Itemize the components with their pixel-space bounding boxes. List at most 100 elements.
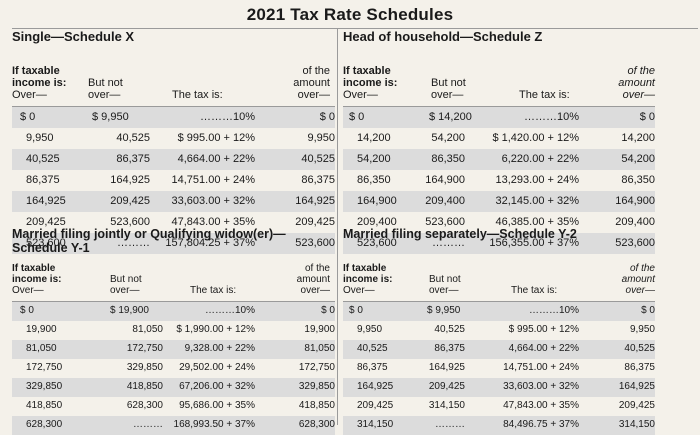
table-row: 164,925 209,425 33,603.00 + 32% 164,925 [12, 191, 335, 212]
table-cell: 329,850 [298, 381, 335, 392]
table-row: 172,750 329,850 29,502.00 + 24% 172,750 [12, 359, 335, 378]
schedule-header: If taxable income is: Over— But not over… [12, 255, 335, 301]
table-cell: 86,350 [431, 153, 465, 165]
col-but-not: But not over— [429, 274, 499, 296]
schedule-y1: Married filing jointly or Qualifying wid… [12, 227, 335, 435]
header-income-is: income is: [12, 77, 67, 89]
table-row: 314,150……… 84,496.75 + 37% 314,150 [343, 416, 655, 435]
schedule-rows: $ 0 $ 9,950 ………10% $ 0 9,950 40,525 $ 995.00 … [12, 106, 335, 254]
header-but-not: But not [88, 77, 123, 89]
table-row: $ 0 $ 19,900 ………10% $ 0 [12, 302, 335, 321]
table-cell: 164,900 [615, 195, 655, 207]
schedule-header: If taxable income is: Over— But not over… [343, 241, 655, 301]
header-but-not: But not [110, 274, 142, 285]
col-over: If taxable income is: Over— [12, 263, 92, 296]
table-cell: 209,400 [425, 195, 465, 207]
header-amount-over: over— [622, 89, 655, 101]
col-of-amount: of the amount over— [585, 65, 655, 101]
schedule-rows: $ 0 $ 14,200 ………10% $ 0 14,200 54,200 $ 1,420… [343, 106, 655, 254]
table-cell: 86,375 [26, 174, 60, 186]
col-tax-is: The tax is: [519, 89, 611, 101]
table-row: $ 0 $ 9,950 ………10% $ 0 [12, 107, 335, 128]
table-cell: 4,664.00 + 22% [177, 153, 255, 165]
table-cell: 172,750 [126, 343, 163, 354]
table-cell: 329,850 [126, 362, 163, 373]
header-over: Over— [12, 285, 44, 296]
table-cell: ………10% [199, 111, 255, 123]
table-cell: 4,664.00 + 22% [508, 343, 579, 354]
table-cell: ……… [117, 237, 150, 249]
table-row: 418,850 628,300 95,686.00 + 35% 418,850 [12, 397, 335, 416]
header-amount: amount [296, 274, 330, 285]
header-tax-is: The tax is: [172, 89, 223, 101]
table-cell: $ 0 [20, 111, 36, 123]
page-title: 2021 Tax Rate Schedules [246, 5, 454, 24]
table-row: 81,050 172,750 9,328.00 + 22% 81,050 [12, 340, 335, 359]
table-cell: 40,525 [26, 153, 60, 165]
table-row: 628,300……… 168,993.50 + 37% 628,300 [12, 416, 335, 435]
table-row: 14,200 54,200 $ 1,420.00 + 12% 14,200 [343, 128, 655, 149]
table-cell: 157,804.25 + 37% [165, 237, 255, 249]
title-rule [12, 28, 698, 29]
table-cell: 209,425 [295, 216, 335, 228]
header-tax-is: The tax is: [190, 285, 237, 296]
table-cell: 6,220.00 + 22% [501, 153, 579, 165]
table-cell: $ 9,950 [92, 111, 129, 123]
table-cell: 209,400 [615, 216, 655, 228]
table-row: 9,950 40,525 $ 995.00 + 12% 9,950 [343, 321, 655, 340]
table-cell: 14,751.00 + 24% [503, 362, 579, 373]
table-cell: $ 19,900 [110, 305, 149, 316]
table-row: $ 0 $ 9,950 ………10% $ 0 [343, 302, 655, 321]
table-cell: 33,603.00 + 32% [171, 195, 256, 207]
table-cell: 86,375 [434, 343, 465, 354]
table-cell: 86,350 [357, 174, 391, 186]
header-but-not: But not [429, 274, 461, 285]
table-cell: 86,375 [116, 153, 150, 165]
table-cell: $ 0 [319, 111, 335, 123]
table-cell: $ 14,200 [429, 111, 472, 123]
table-row: 40,525 86,375 4,664.00 + 22% 40,525 [343, 340, 655, 359]
table-cell: 209,425 [618, 400, 655, 411]
table-cell: 40,525 [434, 324, 465, 335]
table-cell: 95,686.00 + 35% [179, 400, 255, 411]
header-of-the: of the [629, 263, 655, 274]
table-cell: $ 0 [639, 111, 655, 123]
table-cell: $ 995.00 + 12% [177, 132, 255, 144]
table-cell: 32,145.00 + 32% [495, 195, 580, 207]
table-cell: 86,375 [624, 362, 655, 373]
col-of-amount: of the amount over— [585, 263, 655, 296]
table-cell: 172,750 [26, 362, 63, 373]
table-cell: ………10% [204, 305, 255, 316]
table-cell: 329,850 [26, 381, 63, 392]
table-cell: 9,950 [629, 324, 655, 335]
table-row: $ 0 $ 14,200 ………10% $ 0 [343, 107, 655, 128]
header-amount-over: over— [625, 285, 655, 296]
table-cell: 46,385.00 + 35% [495, 216, 580, 228]
table-cell: 9,950 [307, 132, 335, 144]
schedule-title: Single—Schedule X [12, 29, 135, 44]
table-row: 329,850 418,850 67,206.00 + 32% 329,850 [12, 378, 335, 397]
header-income-is: income is: [12, 274, 62, 285]
table-cell: 9,950 [357, 324, 383, 335]
table-cell: 33,603.00 + 32% [503, 381, 579, 392]
col-of-amount: of the amount over— [260, 263, 330, 296]
header-income-is: income is: [343, 77, 398, 89]
schedule-z: Head of household—Schedule Z If taxable … [343, 30, 655, 254]
header-over: Over— [343, 89, 378, 101]
col-of-amount: of the amount over— [260, 65, 330, 101]
table-cell: 40,525 [116, 132, 150, 144]
table-row: 209,425 314,150 47,843.00 + 35% 209,425 [343, 397, 655, 416]
col-tax-is: The tax is: [172, 89, 264, 101]
table-row: 19,900 81,050 $ 1,990.00 + 12% 19,900 [12, 321, 335, 340]
table-cell: 54,200 [357, 153, 391, 165]
schedule-title-line2: Schedule Y-1 [12, 241, 90, 255]
table-cell: ………10% [523, 111, 579, 123]
table-cell: 164,925 [618, 381, 655, 392]
table-cell: 9,950 [26, 132, 54, 144]
table-cell: 418,850 [26, 400, 63, 411]
header-but-not-over: over— [88, 89, 121, 101]
header-but-not: But not [431, 77, 466, 89]
table-cell: 19,900 [304, 324, 335, 335]
table-cell: $ 0 [349, 111, 365, 123]
table-cell: $ 995.00 + 12% [508, 324, 579, 335]
